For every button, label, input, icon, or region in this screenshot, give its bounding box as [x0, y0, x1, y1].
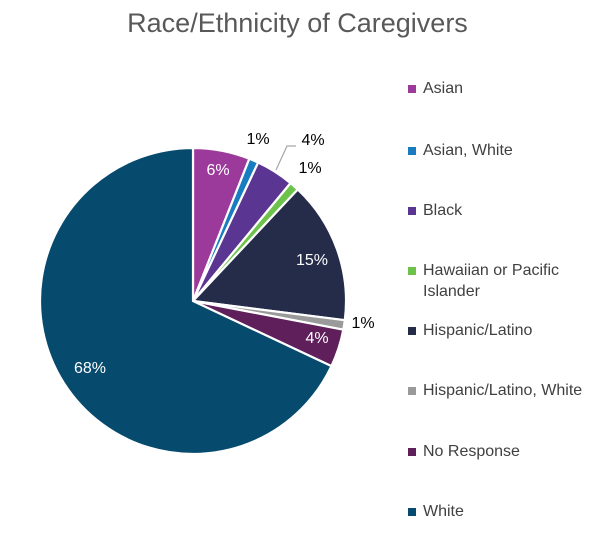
legend-swatch	[408, 207, 416, 215]
data-label: 15%	[296, 252, 328, 269]
legend-item: White	[408, 501, 588, 522]
legend-swatch	[408, 508, 416, 516]
legend-swatch	[408, 448, 416, 456]
pie-slice-white	[38, 146, 333, 456]
legend-swatch	[408, 267, 416, 275]
legend-swatch	[408, 147, 416, 155]
legend-swatch	[408, 387, 416, 395]
legend-label: Hispanic/Latino, White	[423, 382, 583, 399]
legend-item: Hispanic/Latino	[408, 320, 588, 341]
legend-item: No Response	[408, 441, 588, 462]
legend-item: Asian, White	[408, 140, 588, 161]
chart-title: Race/Ethnicity of Caregivers	[127, 8, 468, 38]
data-label: 68%	[74, 360, 106, 377]
legend-label: Black	[423, 202, 463, 219]
pie-slice-hispanic-latino	[191, 188, 348, 322]
legend-swatch	[408, 327, 416, 335]
data-label: 6%	[206, 162, 229, 179]
legend-item: Hispanic/Latino, White	[408, 380, 588, 401]
legend-item: Black	[408, 200, 588, 221]
legend-item: Hawaiian or Pacific Islander	[408, 260, 588, 302]
data-label: 1%	[246, 131, 269, 148]
legend-label: White	[423, 503, 464, 520]
data-label: 4%	[301, 132, 324, 149]
legend-swatch	[408, 85, 416, 93]
data-label: 1%	[298, 160, 321, 177]
legend-label: Asian	[423, 80, 464, 97]
legend-label: Hispanic/Latino	[423, 322, 533, 339]
data-label: 4%	[305, 330, 328, 347]
legend-label: No Response	[423, 443, 520, 460]
leader-line	[275, 145, 296, 171]
legend-item: Asian	[408, 78, 588, 99]
data-label: 1%	[351, 315, 374, 332]
legend-label: Asian, White	[423, 142, 513, 159]
legend-label: Hawaiian or Pacific Islander	[423, 262, 560, 300]
